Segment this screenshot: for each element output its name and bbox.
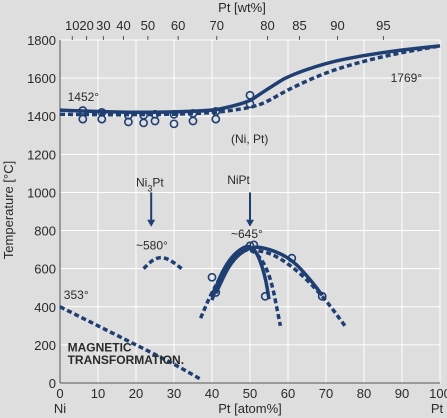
y-tick-label: 1200 — [27, 147, 56, 162]
annotation-label: ~580° — [136, 239, 168, 253]
top-tick-label: 90 — [330, 18, 344, 33]
x-axis-right-end-label: Pt — [431, 401, 444, 416]
annotation-label: TRANSFORMATION. — [68, 353, 184, 367]
x-tick-label: 70 — [319, 386, 333, 401]
top-tick-label: 70 — [209, 18, 223, 33]
annotation-label: NiPt — [227, 173, 250, 187]
x-tick-label: 10 — [91, 386, 105, 401]
top-tick-label: 20 — [79, 18, 93, 33]
x-tick-label: 20 — [129, 386, 143, 401]
y-tick-label: 800 — [34, 224, 56, 239]
top-tick-label: 30 — [96, 18, 110, 33]
x-axis-left-end-label: Ni — [54, 401, 66, 416]
x-tick-label: 80 — [357, 386, 371, 401]
top-axis-label: Pt [wt%] — [218, 0, 266, 15]
y-tick-label: 1600 — [27, 71, 56, 86]
top-tick-label: 60 — [171, 18, 185, 33]
annotation-label: ~645° — [231, 227, 263, 241]
annotation-label: 1452° — [68, 90, 100, 104]
top-tick-label: 85 — [292, 18, 306, 33]
top-tick-label: 95 — [376, 18, 390, 33]
y-tick-label: 1800 — [27, 33, 56, 48]
y-tick-label: 1000 — [27, 185, 56, 200]
y-tick-label: 400 — [34, 300, 56, 315]
x-tick-label: 100 — [429, 386, 447, 401]
annotation-label: 1769° — [391, 71, 423, 85]
y-tick-label: 200 — [34, 338, 56, 353]
x-tick-label: 90 — [395, 386, 409, 401]
x-tick-label: 50 — [243, 386, 257, 401]
annotation-label: (Ni, Pt) — [231, 132, 268, 146]
top-tick-label: 40 — [116, 18, 130, 33]
x-tick-label: 40 — [205, 386, 219, 401]
y-tick-label: 600 — [34, 262, 56, 277]
x-axis-label: Pt [atom%] — [218, 401, 282, 416]
top-tick-label: 10 — [65, 18, 79, 33]
annotation-label: 353° — [64, 288, 89, 302]
x-tick-label: 0 — [56, 386, 63, 401]
y-tick-label: 1400 — [27, 109, 56, 124]
top-tick-label: 50 — [141, 18, 155, 33]
x-tick-label: 60 — [281, 386, 295, 401]
top-tick-label: 80 — [260, 18, 274, 33]
y-tick-label: 0 — [49, 376, 56, 391]
y-axis-label: Temperature [°C] — [1, 161, 16, 259]
x-tick-label: 30 — [167, 386, 181, 401]
